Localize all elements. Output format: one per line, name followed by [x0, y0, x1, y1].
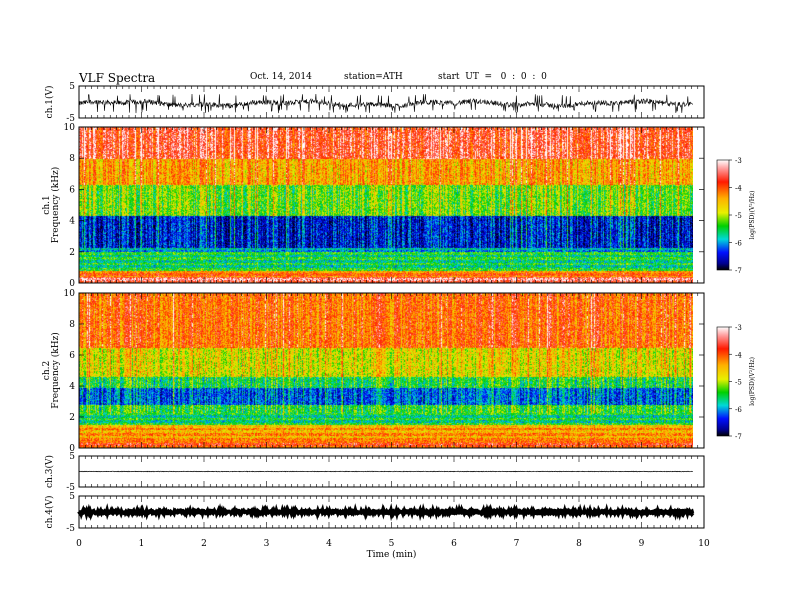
colorbar-tick-label: -4 [735, 351, 742, 359]
ch3-waveform-ylabel: ch.3(V) [44, 455, 55, 488]
ch4-waveform-ylabel: ch.4(V) [44, 496, 55, 529]
ch1-spectrogram-ytick-label: 2 [69, 248, 75, 258]
ch3-waveform-panel: 5 -5 ch.3(V) [44, 452, 705, 493]
ch1-waveform-panel: 5 -5 ch.1(V) [44, 82, 705, 124]
ch1-spectrogram-ytick-label: 6 [69, 185, 75, 195]
colorbar-1: -3 -4 -5 -6 -7 log(PSD)(V²/Hz) [716, 157, 756, 275]
ch1-waveform-ylabel: ch.1(V) [44, 86, 55, 119]
ch1-spectrogram-ytick-label: 10 [64, 123, 76, 133]
colorbar-tick-label: -7 [735, 267, 742, 275]
ch2-spectrogram-ytick-label: 6 [69, 351, 75, 361]
colorbar-tick-label: -5 [735, 379, 742, 387]
ch4-waveform-ytick-label: 5 [69, 492, 75, 502]
colorbar-tick-label: -3 [735, 157, 742, 165]
x-tick-label: 6 [451, 539, 457, 549]
colorbar-label: log(PSD)(V²/Hz) [749, 357, 756, 406]
colorbar-tick-label: -3 [735, 324, 742, 332]
date-label: Oct. 14, 2014 [250, 72, 312, 82]
x-tick-label: 5 [389, 539, 395, 549]
ch1-waveform-ytick-label: -5 [66, 114, 75, 124]
colorbar-tick-label: -6 [735, 240, 742, 248]
colorbar-2: -3 -4 -5 -6 -7 log(PSD)(V²/Hz) [716, 324, 756, 441]
ch1-spectrogram-ylabel: Frequency (kHz) [50, 167, 61, 244]
colorbar-tick-label: -5 [735, 212, 742, 220]
ch2-spectrogram-ytick-label: 2 [69, 413, 75, 423]
ch1-spectrogram-label: ch.1 [42, 195, 52, 214]
colorbar-2-scale [716, 326, 730, 437]
ch3-waveform-trace [78, 470, 693, 473]
ch1-spectrogram-image [79, 127, 693, 283]
colorbar-tick-label: -7 [735, 433, 742, 441]
x-tick-label: 3 [264, 539, 270, 549]
ch2-spectrogram-ytick-label: 10 [64, 289, 76, 299]
station-label: station=ATH [344, 72, 403, 82]
colorbar-tick-label: -6 [735, 406, 742, 414]
ch4-waveform-ytick-label: -5 [66, 524, 75, 534]
x-tick-label: 10 [698, 539, 710, 549]
page-title: VLF Spectra [79, 71, 156, 85]
ch4-waveform-trace [77, 502, 695, 522]
ch3-waveform-ytick-label: -5 [66, 483, 75, 493]
ch3-waveform-ytick-label: 5 [69, 452, 75, 462]
ch4-waveform-panel: 5 -5 ch.4(V) 0 1 2 3 4 5 6 7 8 9 10 Time (min) [44, 492, 710, 560]
ch1-waveform-ytick-label: 5 [69, 82, 75, 92]
colorbar-1-scale [716, 159, 730, 271]
ch2-spectrogram-panel: 10 8 6 4 2 0 ch.2 Frequency (kHz) [42, 289, 705, 454]
ch2-spectrogram-ytick-label: 0 [69, 444, 75, 454]
x-tick-label: 7 [514, 539, 520, 549]
ch1-waveform-trace [78, 93, 694, 114]
ch2-spectrogram-label: ch.2 [42, 361, 52, 380]
colorbar-label: log(PSD)(V²/Hz) [749, 191, 756, 240]
ch1-spectrogram-ytick-label: 8 [69, 154, 75, 164]
x-tick-label: 8 [576, 539, 582, 549]
ch2-spectrogram-ytick-label: 4 [69, 382, 75, 392]
colorbar-tick-label: -4 [735, 185, 742, 193]
ch1-spectrogram-panel: 10 8 6 4 2 0 ch.1 Frequency (kHz) [42, 123, 705, 289]
ch1-spectrogram-ytick-label: 0 [69, 279, 75, 289]
x-tick-label: 1 [139, 539, 145, 549]
x-tick-label: 4 [326, 539, 332, 549]
x-tick-label: 9 [639, 539, 645, 549]
x-axis-label: Time (min) [367, 549, 417, 560]
ch2-spectrogram-ytick-label: 8 [69, 320, 75, 330]
start-time-label: start UT = 0 : 0 : 0 [438, 72, 547, 82]
ch2-spectrogram-ylabel: Frequency (kHz) [50, 332, 61, 409]
x-tick-label: 0 [76, 539, 82, 549]
x-tick-label: 2 [201, 539, 207, 549]
ch2-spectrogram-image [79, 293, 693, 448]
ch1-spectrogram-ytick-label: 4 [69, 217, 75, 227]
